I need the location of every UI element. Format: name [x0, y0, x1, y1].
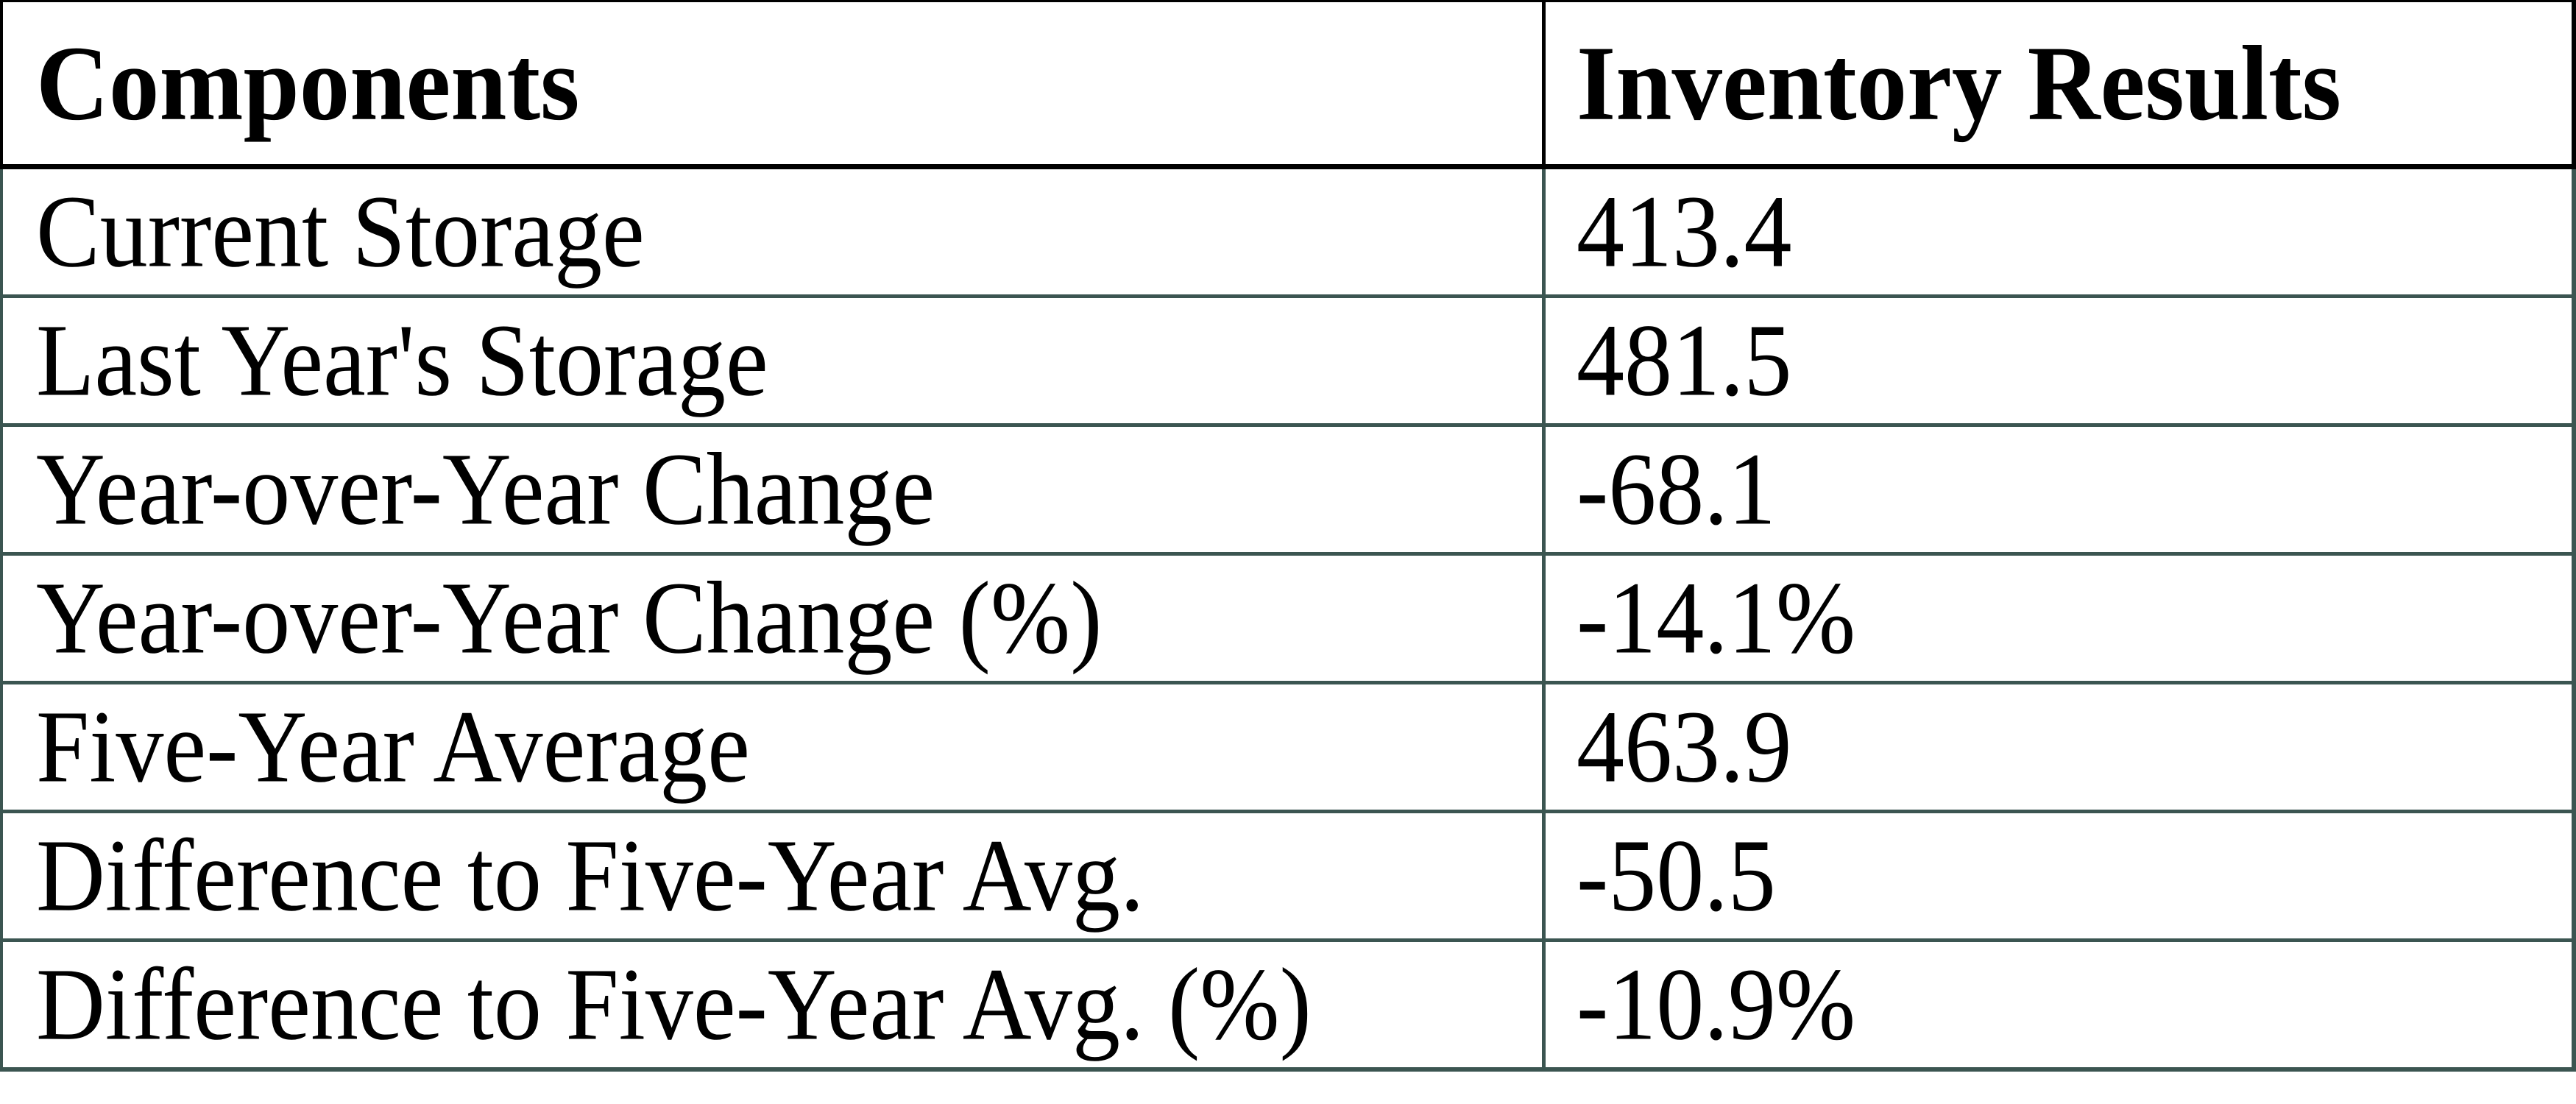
header-cell-inventory-results: Inventory Results — [1546, 2, 2572, 164]
row-value: -10.9% — [1577, 947, 1856, 1062]
table-header-row: Components Inventory Results — [0, 0, 2576, 169]
table-row: Difference to Five-Year Avg. -50.5 — [0, 813, 2576, 942]
row-label-cell: Last Year's Storage — [3, 298, 1546, 423]
row-label: Last Year's Storage — [36, 303, 768, 418]
row-value: 481.5 — [1577, 303, 1792, 418]
table-row: Current Storage 413.4 — [0, 169, 2576, 298]
row-label-cell: Five-Year Average — [3, 684, 1546, 810]
inventory-table: Components Inventory Results Current Sto… — [0, 0, 2576, 1072]
row-label-cell: Current Storage — [3, 169, 1546, 294]
row-label: Five-Year Average — [36, 690, 750, 804]
table-row: Year-over-Year Change -68.1 — [0, 427, 2576, 556]
table-row: Difference to Five-Year Avg. (%) -10.9% — [0, 942, 2576, 1072]
row-value: 413.4 — [1577, 174, 1792, 289]
header-label-components: Components — [36, 24, 580, 143]
table-row: Five-Year Average 463.9 — [0, 684, 2576, 813]
row-label: Current Storage — [36, 174, 645, 289]
row-value: -14.1% — [1577, 561, 1856, 676]
table-row: Last Year's Storage 481.5 — [0, 298, 2576, 427]
row-value-cell: 481.5 — [1546, 298, 2572, 423]
row-label-cell: Year-over-Year Change (%) — [3, 556, 1546, 681]
row-value-cell: -14.1% — [1546, 556, 2572, 681]
row-value: -68.1 — [1577, 432, 1776, 547]
row-value-cell: -10.9% — [1546, 942, 2572, 1067]
row-label-cell: Year-over-Year Change — [3, 427, 1546, 552]
row-value-cell: -50.5 — [1546, 813, 2572, 938]
row-value-cell: 413.4 — [1546, 169, 2572, 294]
table-row: Year-over-Year Change (%) -14.1% — [0, 556, 2576, 684]
row-value: -50.5 — [1577, 818, 1776, 933]
row-value: 463.9 — [1577, 690, 1792, 804]
row-value-cell: -68.1 — [1546, 427, 2572, 552]
row-label: Difference to Five-Year Avg. — [36, 818, 1144, 933]
row-label: Year-over-Year Change — [36, 432, 935, 547]
header-cell-components: Components — [3, 2, 1546, 164]
header-label-inventory-results: Inventory Results — [1577, 24, 2341, 143]
row-label-cell: Difference to Five-Year Avg. (%) — [3, 942, 1546, 1067]
row-label: Difference to Five-Year Avg. (%) — [36, 947, 1312, 1062]
row-label-cell: Difference to Five-Year Avg. — [3, 813, 1546, 938]
row-value-cell: 463.9 — [1546, 684, 2572, 810]
row-label: Year-over-Year Change (%) — [36, 561, 1103, 676]
